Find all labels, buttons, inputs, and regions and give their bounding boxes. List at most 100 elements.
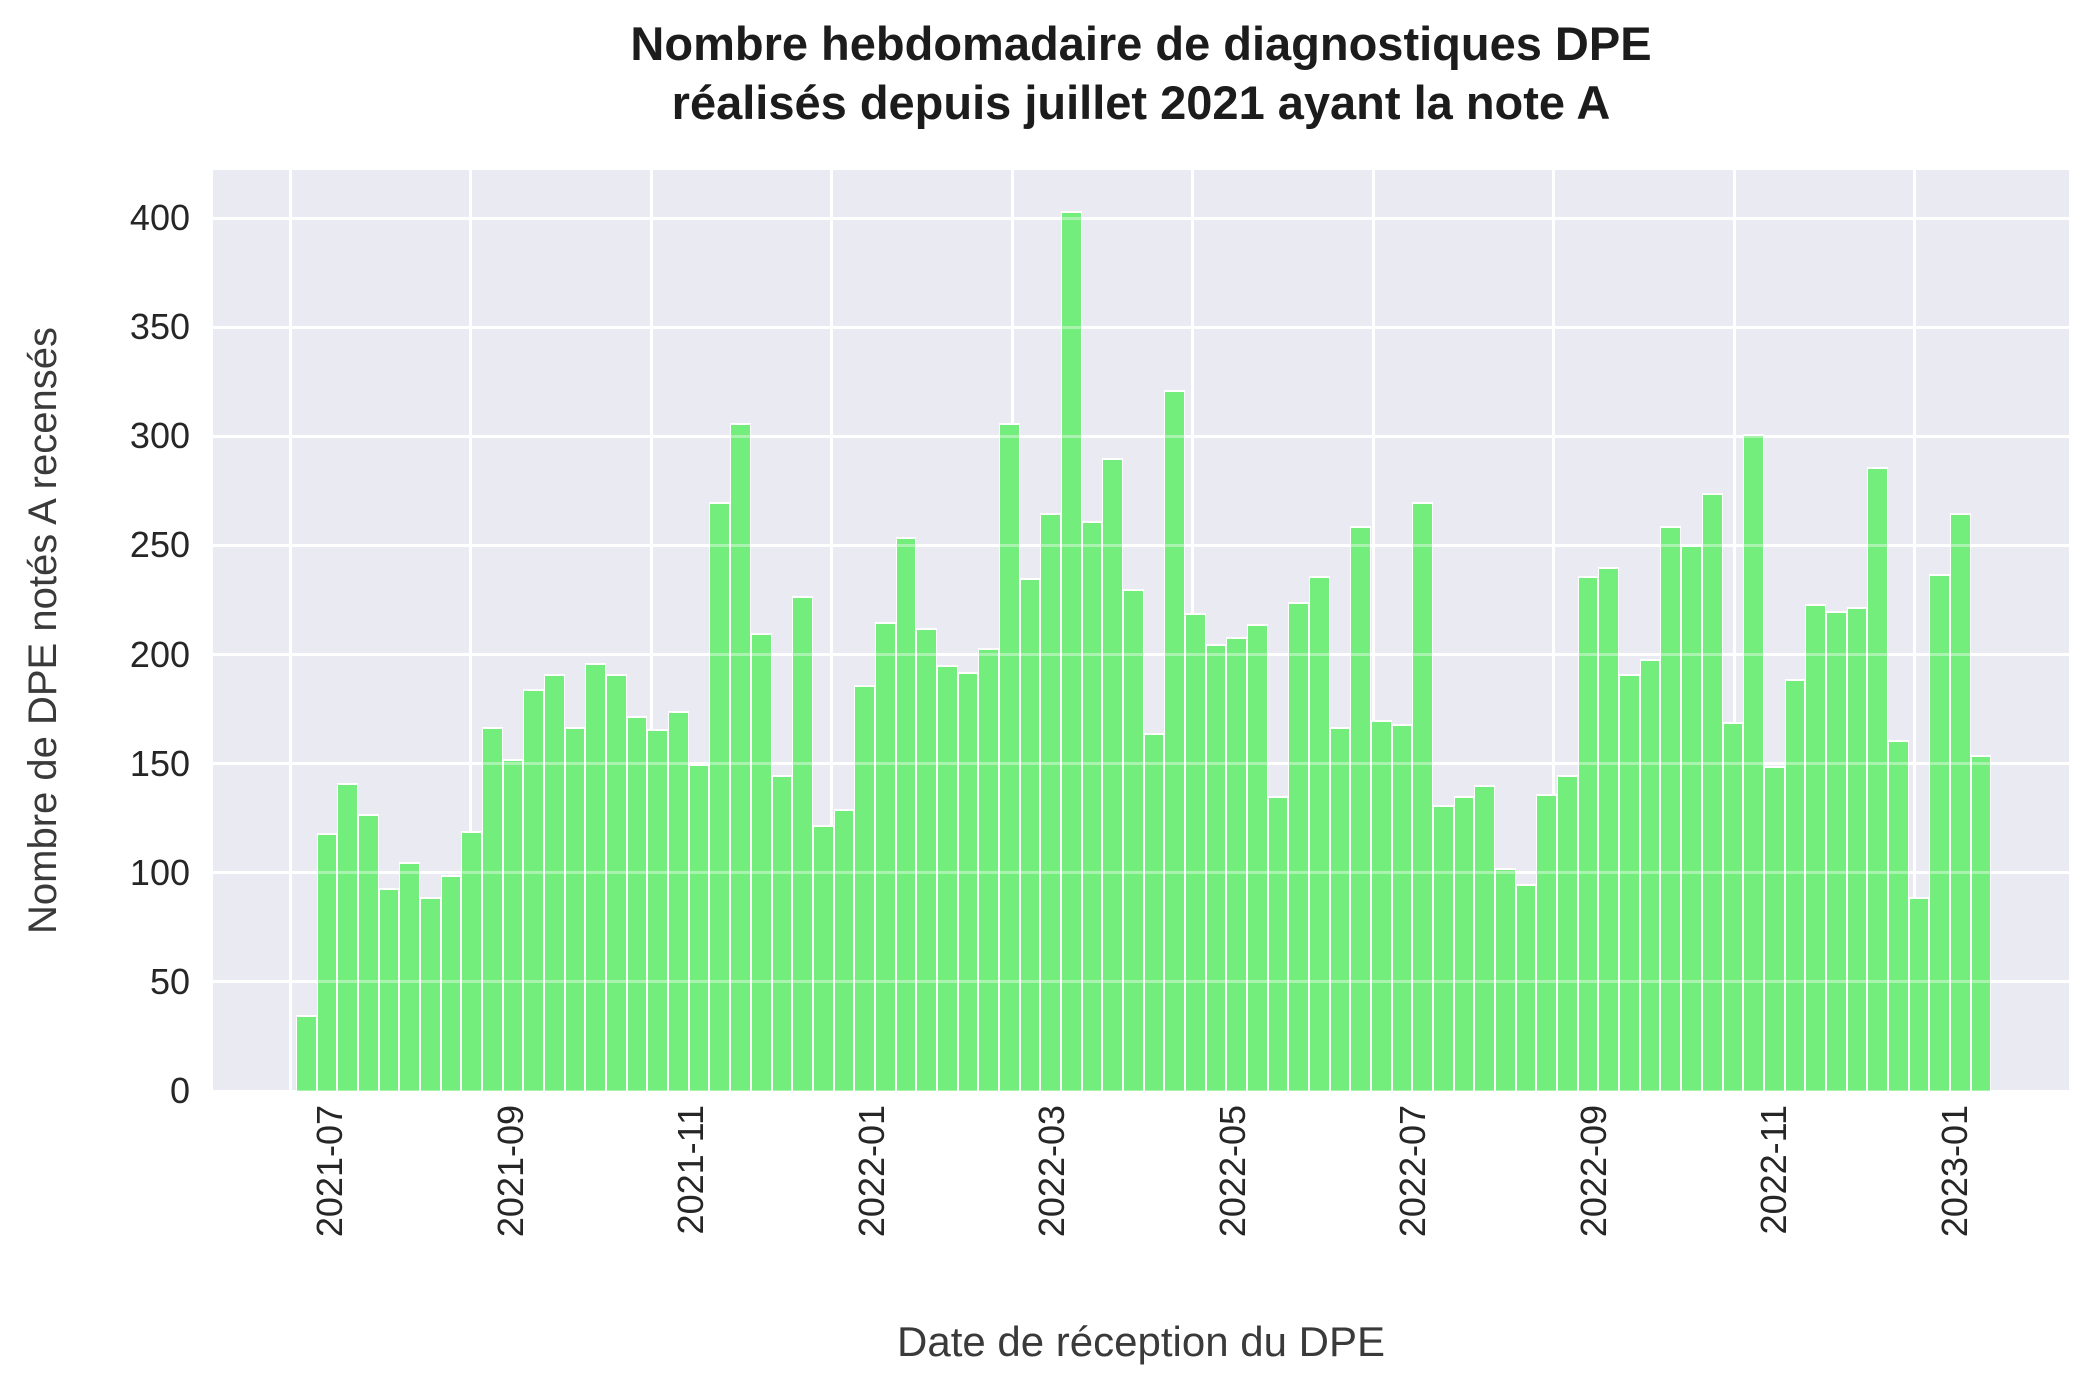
bar-week-1 (296, 1014, 317, 1091)
y-tick-label-350: 350 (129, 306, 190, 348)
gridline-y-300 (213, 434, 2069, 438)
bar-week-36 (1019, 578, 1041, 1091)
bar-week-5 (378, 888, 400, 1091)
bar-week-8 (440, 874, 462, 1091)
y-tick-label-100: 100 (129, 851, 190, 893)
gridline-x-2022-11 (1732, 170, 1736, 1091)
x-tick-label-2021-09: 2021-09 (489, 1105, 531, 1238)
x-tick-label-2022-09: 2022-09 (1572, 1105, 1614, 1238)
gridline-x-2021-07 (288, 170, 292, 1091)
chart-title-line2: réalisés depuis juillet 2021 ayant la no… (671, 76, 1611, 129)
chart-title-line1: Nombre hebdomadaire de diagnostiques DPE (630, 17, 1652, 70)
gridline-x-2022-01 (830, 170, 833, 1091)
y-tick-label-250: 250 (129, 524, 190, 566)
bar-week-3 (337, 783, 359, 1091)
bar-week-4 (358, 813, 379, 1091)
bar-week-32 (936, 665, 958, 1091)
bar-week-11 (502, 759, 524, 1091)
bar-week-54 (1391, 724, 1413, 1091)
y-tick-label-400: 400 (129, 197, 190, 238)
bar-week-76 (1846, 606, 1868, 1091)
bar-week-28 (854, 685, 875, 1091)
bar-week-21 (709, 501, 731, 1091)
plot-area (213, 170, 2069, 1093)
bar-week-7 (420, 896, 441, 1091)
bar-week-60 (1515, 883, 1537, 1091)
x-tick-label-2022-03: 2022-03 (1031, 1105, 1072, 1238)
x-tick-label-2023-01: 2023-01 (1933, 1105, 1975, 1238)
bar-week-55 (1412, 501, 1434, 1091)
bar-week-68 (1681, 545, 1702, 1091)
bar-week-34 (978, 647, 999, 1091)
gridline-x-2021-11 (649, 170, 653, 1091)
bar-week-43 (1164, 390, 1185, 1091)
bar-week-46 (1226, 637, 1248, 1091)
bar-week-48 (1267, 796, 1289, 1091)
bar-week-67 (1660, 525, 1682, 1091)
bar-week-61 (1536, 794, 1558, 1091)
bar-week-66 (1639, 658, 1661, 1091)
bar-week-23 (750, 632, 772, 1091)
bar-week-26 (812, 824, 834, 1091)
y-tick-label-150: 150 (129, 742, 190, 784)
bar-week-29 (874, 621, 896, 1091)
x-tick-label-2021-07: 2021-07 (309, 1105, 350, 1238)
bars-layer (213, 170, 2069, 1091)
bar-week-2 (316, 833, 338, 1091)
bar-week-47 (1247, 623, 1268, 1091)
gridline-y-0 (213, 1089, 2069, 1093)
bar-week-82 (1970, 754, 1992, 1091)
y-tick-label-0: 0 (169, 1070, 190, 1111)
gridline-x-2023-01 (1913, 170, 1916, 1091)
bar-week-30 (895, 536, 917, 1091)
bar-week-45 (1205, 643, 1227, 1091)
bar-week-24 (771, 774, 793, 1091)
bar-week-49 (1288, 602, 1310, 1091)
bar-week-80 (1929, 573, 1950, 1091)
y-tick-label-50: 50 (149, 960, 190, 1002)
x-tick-label-2021-11: 2021-11 (670, 1105, 711, 1235)
y-tick-label-200: 200 (129, 633, 190, 675)
bar-week-72 (1763, 765, 1785, 1091)
bar-week-37 (1040, 512, 1061, 1091)
bar-week-39 (1081, 521, 1103, 1091)
bar-week-53 (1371, 719, 1392, 1091)
bar-week-13 (544, 674, 565, 1091)
bar-week-20 (688, 763, 710, 1091)
gridline-y-250 (213, 543, 2069, 547)
bar-week-56 (1433, 805, 1454, 1091)
bar-week-25 (792, 595, 813, 1091)
bar-week-75 (1825, 610, 1847, 1091)
gridline-x-2021-09 (469, 170, 472, 1091)
bar-week-79 (1908, 896, 1930, 1091)
bar-week-78 (1887, 739, 1909, 1091)
bar-week-17 (626, 715, 648, 1091)
bar-week-51 (1329, 726, 1351, 1091)
x-tick-label-2022-07: 2022-07 (1392, 1105, 1433, 1238)
bar-week-38 (1060, 211, 1082, 1091)
y-tick-label-300: 300 (129, 415, 190, 457)
bar-week-65 (1619, 674, 1640, 1091)
gridline-x-2022-09 (1552, 170, 1555, 1091)
bar-week-44 (1184, 613, 1206, 1091)
bar-week-73 (1784, 678, 1806, 1091)
bar-week-42 (1143, 733, 1165, 1091)
bar-week-74 (1805, 604, 1826, 1091)
x-axis-title: Date de réception du DPE (897, 1318, 1385, 1365)
bar-week-57 (1453, 796, 1475, 1091)
bar-week-33 (957, 671, 979, 1091)
x-tick-label-2022-01: 2022-01 (850, 1105, 892, 1238)
bar-week-19 (668, 711, 689, 1091)
bar-week-35 (998, 423, 1020, 1091)
bar-week-40 (1102, 458, 1123, 1091)
bar-week-6 (399, 861, 421, 1091)
bar-week-41 (1122, 589, 1144, 1091)
bar-week-64 (1598, 567, 1620, 1091)
bar-week-81 (1949, 512, 1971, 1091)
bar-week-77 (1867, 466, 1888, 1091)
bar-week-9 (461, 831, 483, 1091)
chart-title: Nombre hebdomadaire de diagnostiques DPE… (213, 14, 2069, 132)
bar-week-59 (1495, 868, 1516, 1091)
bar-week-50 (1309, 575, 1330, 1091)
